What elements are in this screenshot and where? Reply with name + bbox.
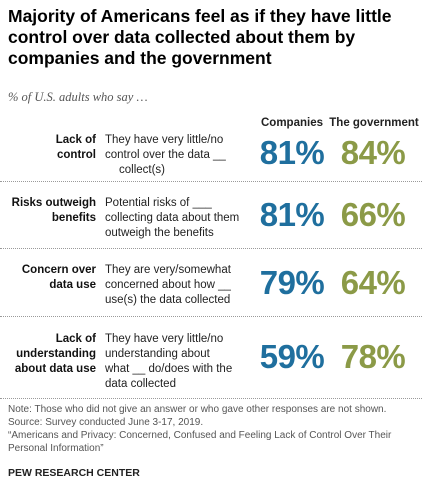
- value-government: 66%: [340, 196, 406, 233]
- row-description-line: They are very/somewhat: [105, 264, 231, 276]
- row-description: They have very little/no understanding a…: [105, 332, 250, 392]
- value-companies: 81%: [259, 134, 325, 171]
- brand-logo-text: PEW RESEARCH CENTER: [8, 467, 140, 479]
- row-description: Potential risks of ___ collecting data a…: [105, 196, 250, 241]
- row-category: Lack of control: [0, 133, 96, 163]
- footnote-line: Source: Survey conducted June 3-17, 2019…: [8, 417, 204, 428]
- row-description-line: concerned about how __: [105, 279, 231, 291]
- row-category-line: data use: [49, 279, 96, 291]
- row-category: Concern over data use: [0, 263, 96, 293]
- row-category-line: about data use: [14, 363, 96, 375]
- value-government: 84%: [340, 134, 406, 171]
- row-description-line: collecting data about them: [105, 212, 240, 224]
- row-category-line: Lack of: [55, 134, 96, 146]
- row-description-line: data collected: [105, 378, 176, 390]
- row-divider: [0, 248, 422, 249]
- chart-title: Majority of Americans feel as if they ha…: [8, 6, 392, 68]
- row-description-line: outweigh the benefits: [105, 227, 214, 239]
- row-category: Risks outweigh benefits: [0, 196, 96, 226]
- footnote-line: Note: Those who did not give an answer o…: [8, 404, 387, 415]
- row-description-line: what __ do/does with the: [105, 363, 233, 375]
- row-divider: [0, 181, 422, 182]
- chart-subtitle: % of U.S. adults who say …: [8, 90, 148, 104]
- row-category-line: Concern over: [21, 264, 96, 276]
- value-companies: 81%: [259, 196, 325, 233]
- column-header-companies: Companies: [261, 117, 323, 129]
- row-category-line: understanding: [16, 348, 96, 360]
- value-government: 78%: [340, 338, 406, 375]
- row-category-line: benefits: [51, 212, 96, 224]
- value-companies: 79%: [259, 264, 325, 301]
- row-description-line: collect(s): [119, 164, 166, 176]
- row-description-line: They have very little/no: [105, 333, 224, 345]
- row-divider: [0, 398, 422, 399]
- row-category-line: Lack of: [55, 333, 96, 345]
- row-description-line: Potential risks of ___: [105, 197, 212, 209]
- row-category: Lack of understanding about data use: [0, 332, 96, 377]
- row-description: They have very little/no control over th…: [105, 133, 250, 178]
- footnote: Note: Those who did not give an answer o…: [8, 403, 426, 455]
- value-government: 64%: [340, 264, 406, 301]
- row-description-line: use(s) the data collected: [105, 294, 231, 306]
- footnote-line: “Americans and Privacy: Concerned, Confu…: [8, 430, 392, 441]
- value-companies: 59%: [259, 338, 325, 375]
- row-category-line: Risks outweigh: [11, 197, 96, 209]
- row-description-line: They have very little/no: [105, 134, 224, 146]
- row-divider: [0, 316, 422, 317]
- column-header-government: The government: [329, 117, 419, 129]
- row-description-line: understanding about: [105, 348, 210, 360]
- footnote-line: Personal Information”: [8, 443, 104, 454]
- row-description: They are very/somewhat concerned about h…: [105, 263, 250, 308]
- row-category-line: control: [57, 149, 96, 161]
- row-description-line: control over the data __: [105, 149, 226, 161]
